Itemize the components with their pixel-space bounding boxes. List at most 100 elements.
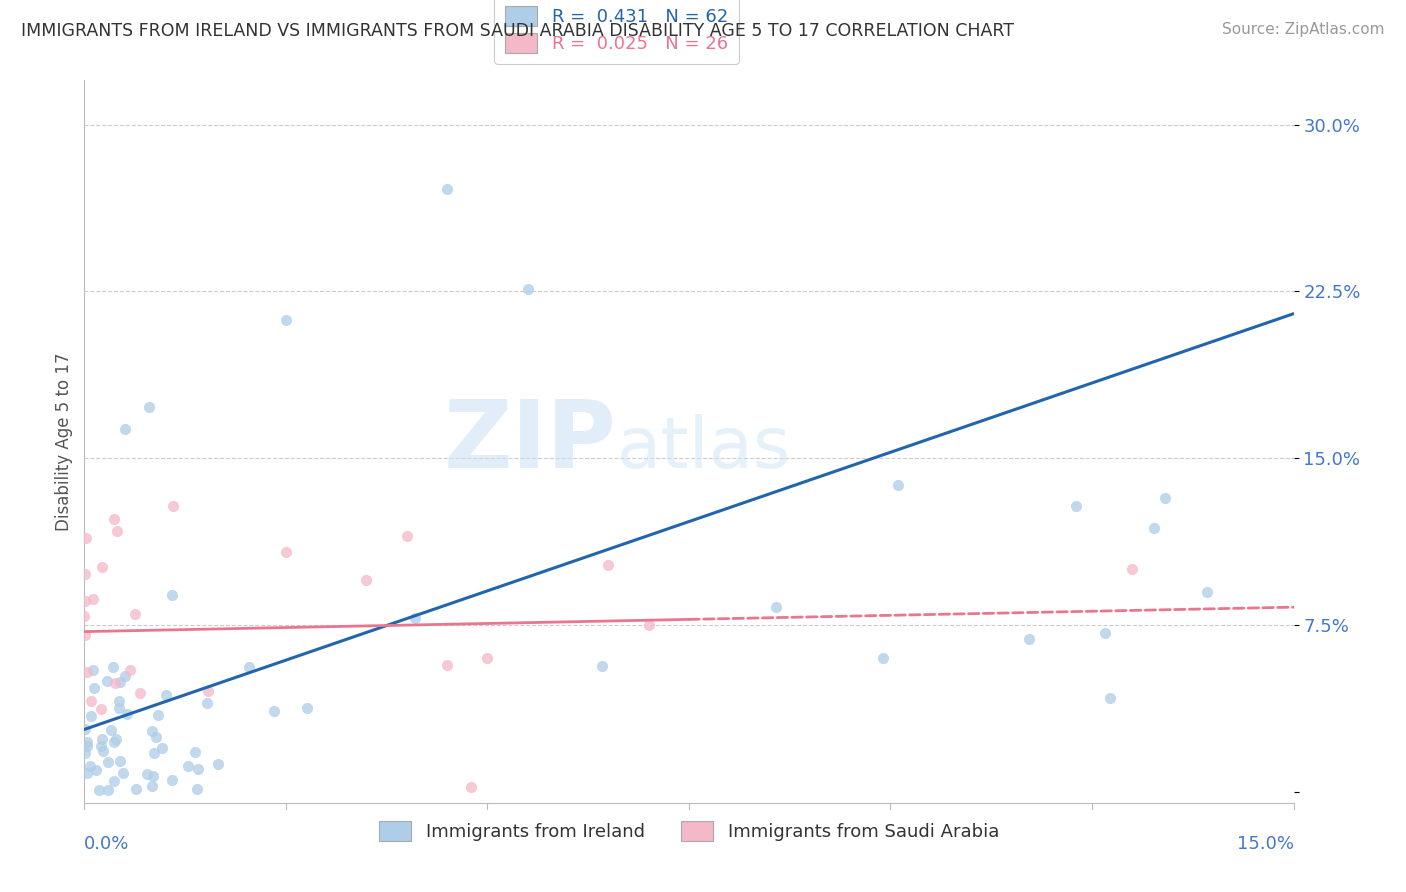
Point: [637, 618, 659, 632]
Point: [1094, 626, 1116, 640]
Text: atlas: atlas: [616, 414, 790, 483]
Point: [73, 722, 96, 736]
Point: [76, 665, 98, 680]
Point: [138, 400, 160, 414]
Point: [103, 512, 125, 526]
Point: [1066, 499, 1088, 513]
Point: [114, 422, 136, 436]
Text: 15.0%: 15.0%: [1236, 835, 1294, 854]
Point: [1018, 632, 1040, 646]
Legend: Immigrants from Ireland, Immigrants from Saudi Arabia: Immigrants from Ireland, Immigrants from…: [371, 814, 1007, 848]
Point: [104, 675, 127, 690]
Point: [91, 731, 114, 746]
Point: [97, 755, 120, 769]
Point: [274, 313, 297, 327]
Point: [145, 730, 167, 744]
Point: [101, 660, 124, 674]
Point: [238, 659, 260, 673]
Point: [598, 558, 620, 572]
Point: [1099, 690, 1122, 705]
Point: [591, 659, 613, 673]
Point: [124, 607, 146, 621]
Point: [207, 757, 229, 772]
Point: [186, 781, 208, 796]
Point: [108, 693, 131, 707]
Point: [297, 700, 319, 714]
Point: [125, 782, 148, 797]
Point: [1195, 585, 1218, 599]
Point: [114, 668, 136, 682]
Y-axis label: Disability Age 5 to 17: Disability Age 5 to 17: [55, 352, 73, 531]
Point: [73, 608, 96, 623]
Point: [1143, 521, 1166, 535]
Point: [115, 707, 138, 722]
Point: [141, 779, 163, 793]
Point: [110, 675, 132, 690]
Point: [105, 732, 128, 747]
Point: [89, 702, 111, 716]
Point: [356, 574, 378, 588]
Text: 0.0%: 0.0%: [84, 835, 129, 854]
Point: [150, 741, 173, 756]
Point: [87, 782, 110, 797]
Point: [100, 723, 122, 737]
Point: [263, 704, 285, 718]
Point: [73, 746, 96, 760]
Point: [105, 524, 128, 538]
Point: [91, 744, 114, 758]
Point: [76, 739, 98, 753]
Point: [141, 723, 163, 738]
Point: [887, 478, 910, 492]
Point: [1154, 491, 1177, 506]
Point: [108, 701, 131, 715]
Point: [108, 754, 131, 768]
Point: [82, 591, 104, 606]
Point: [177, 759, 200, 773]
Point: [162, 588, 184, 602]
Point: [404, 611, 426, 625]
Point: [197, 684, 219, 698]
Point: [136, 767, 159, 781]
Point: [274, 544, 297, 558]
Point: [80, 694, 103, 708]
Point: [142, 747, 165, 761]
Point: [162, 499, 184, 513]
Point: [148, 707, 170, 722]
Point: [79, 759, 101, 773]
Text: IMMIGRANTS FROM IRELAND VS IMMIGRANTS FROM SAUDI ARABIA DISABILITY AGE 5 TO 17 C: IMMIGRANTS FROM IRELAND VS IMMIGRANTS FR…: [21, 22, 1014, 40]
Point: [765, 599, 787, 614]
Point: [160, 772, 183, 787]
Point: [118, 664, 141, 678]
Point: [111, 765, 134, 780]
Point: [477, 651, 499, 665]
Point: [460, 780, 482, 795]
Point: [1121, 562, 1143, 576]
Point: [395, 529, 418, 543]
Point: [73, 628, 96, 642]
Point: [436, 657, 458, 672]
Point: [86, 764, 108, 778]
Point: [436, 182, 458, 196]
Point: [195, 696, 218, 710]
Point: [83, 681, 105, 695]
Point: [155, 688, 177, 702]
Point: [103, 774, 125, 789]
Point: [75, 566, 97, 581]
Point: [80, 709, 103, 723]
Point: [75, 531, 97, 545]
Point: [516, 282, 538, 296]
Point: [103, 735, 125, 749]
Point: [73, 594, 96, 608]
Point: [76, 766, 98, 780]
Text: Source: ZipAtlas.com: Source: ZipAtlas.com: [1222, 22, 1385, 37]
Point: [90, 739, 112, 754]
Point: [91, 559, 114, 574]
Point: [142, 769, 165, 783]
Point: [82, 663, 104, 677]
Point: [872, 650, 894, 665]
Point: [76, 735, 98, 749]
Text: ZIP: ZIP: [443, 395, 616, 488]
Point: [184, 745, 207, 759]
Point: [96, 673, 118, 688]
Point: [187, 763, 209, 777]
